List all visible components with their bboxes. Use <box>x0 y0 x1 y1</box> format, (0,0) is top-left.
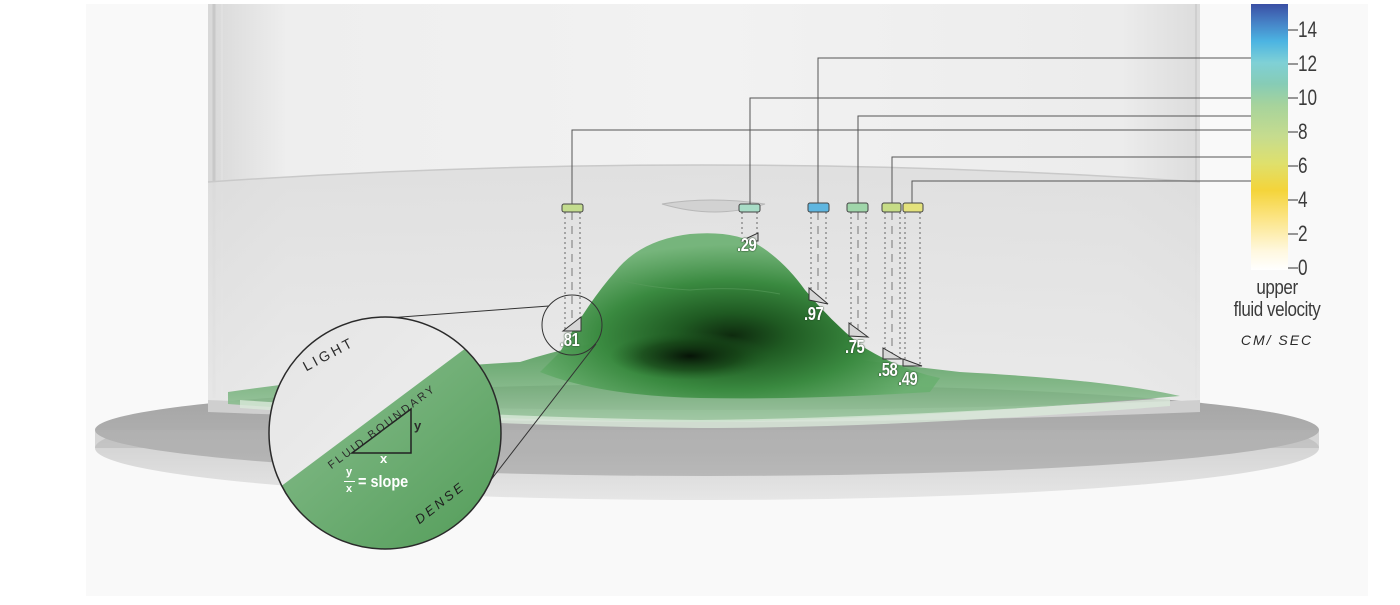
inset-y-label: y <box>414 418 422 433</box>
slope-triangle-6 <box>902 358 923 367</box>
slope-label-4: .75 <box>845 337 865 357</box>
legend-title: upper fluid velocity <box>1233 277 1321 321</box>
slope-label-1: .29 <box>737 235 757 255</box>
legend-tick-6: 6 <box>1298 153 1308 178</box>
zoom-source-circle <box>541 294 603 356</box>
sensor-3 <box>807 202 830 213</box>
sensor-5 <box>881 202 902 213</box>
inset-formula-num: y <box>346 466 353 478</box>
leader-line-1 <box>571 129 1258 204</box>
leader-line-6 <box>911 180 1258 204</box>
water-surface <box>207 164 1201 183</box>
slope-triangles <box>561 232 923 367</box>
sensor-4 <box>846 202 869 213</box>
slope-label-3: .97 <box>804 304 824 324</box>
inset-circle <box>268 316 502 550</box>
slope-label-5: .58 <box>878 360 898 380</box>
slope-triangle-2 <box>561 315 582 332</box>
legend-unit: CM/ SEC <box>1240 332 1314 348</box>
legend-tick-8: 8 <box>1298 119 1308 144</box>
mound-contour <box>619 279 781 295</box>
sensor-6 <box>902 202 924 213</box>
slope-triangle-5 <box>882 347 904 360</box>
inset-formula-bar <box>344 481 355 482</box>
colorbar-ticks <box>1288 29 1298 269</box>
inset-slope-triangle <box>349 407 412 454</box>
drop-lines <box>564 212 921 364</box>
inset-fill <box>269 317 501 549</box>
legend-tick-14: 14 <box>1298 17 1318 42</box>
leader-line-2 <box>749 97 1258 204</box>
legend-tick-10: 10 <box>1298 85 1318 110</box>
slope-label-2: .81 <box>560 330 580 350</box>
leader-line-3 <box>817 57 1258 204</box>
leader-line-4 <box>857 115 1258 204</box>
sensors <box>561 202 924 213</box>
velocity-colorbar <box>1251 4 1288 270</box>
slope-triangle-3 <box>808 286 829 305</box>
slope-label-6: .49 <box>898 369 918 389</box>
sensor-2 <box>738 203 761 213</box>
legend-tick-0: 0 <box>1298 255 1308 280</box>
sensor-1 <box>561 203 584 213</box>
slope-triangle-4 <box>848 322 870 338</box>
leader-lines <box>571 57 1258 204</box>
inset-x-label: x <box>380 451 388 466</box>
legend-tick-12: 12 <box>1298 51 1318 76</box>
mound-dark-core <box>610 332 770 380</box>
inset-formula-slope: = slope <box>358 472 409 491</box>
leader-line-5 <box>891 156 1258 204</box>
legend-tick-4: 4 <box>1298 187 1308 212</box>
legend-tick-2: 2 <box>1298 221 1308 246</box>
inset-formula-den: x <box>346 483 353 495</box>
center-lines <box>571 212 893 356</box>
slope-triangle-1 <box>740 232 759 242</box>
